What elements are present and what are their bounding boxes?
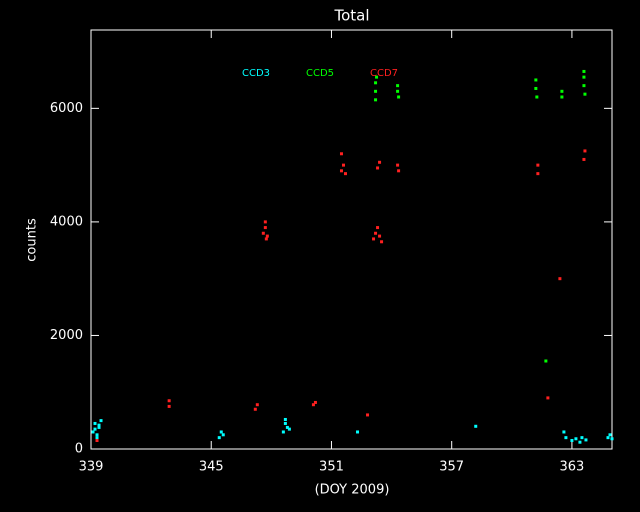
y-axis-label: counts [25,218,40,262]
data-point [582,75,586,79]
data-point [339,169,343,173]
x-tick-label: 363 [560,460,585,475]
data-point [283,421,287,425]
data-point [378,160,382,164]
data-point [261,231,265,235]
x-tick-label: 339 [79,460,104,475]
data-point [99,419,103,423]
data-point [396,84,400,88]
x-tick-label: 351 [319,460,344,475]
data-point [95,436,99,440]
data-point [93,427,97,431]
x-axis-label: (DOY 2009) [315,483,390,498]
data-point [167,399,171,403]
data-point [263,220,267,224]
data-point [536,163,540,167]
data-point [372,237,376,241]
legend-label: CCD5 [306,68,334,79]
data-point [343,172,347,176]
data-point [536,172,540,176]
data-point [544,359,548,363]
data-point [339,152,343,156]
data-point [546,396,550,400]
data-point [281,430,285,434]
data-point [311,403,315,407]
data-point [376,226,380,230]
y-tick-label: 4000 [50,214,83,229]
data-point [534,86,538,90]
data-point [606,436,610,440]
data-point [341,163,345,167]
data-point [564,436,568,440]
data-point [287,427,291,431]
data-point [560,89,564,93]
data-point [219,430,223,434]
data-point [285,425,289,429]
data-point [95,438,99,442]
data-point [380,240,384,244]
plot-frame [90,29,613,450]
data-point [378,234,382,238]
data-point [374,89,378,93]
data-point [396,163,400,167]
data-point [574,437,578,441]
data-point [583,149,587,153]
data-point [608,433,612,437]
data-point [584,438,588,442]
data-point [91,430,95,434]
data-point [217,436,221,440]
y-tick-label: 0 [75,442,83,457]
data-point [376,166,380,170]
data-point [578,440,582,444]
data-point [264,237,268,241]
data-point [560,95,564,99]
data-point [610,437,614,441]
data-point [535,95,539,99]
data-point [93,421,97,425]
data-point [265,234,269,238]
data-point [570,438,574,442]
y-tick-label: 6000 [50,101,83,116]
data-point [313,400,317,404]
legend-label: CCD3 [242,68,270,79]
data-point [283,417,287,421]
data-point [582,157,586,161]
data-point [356,430,360,434]
data-point [374,98,378,102]
legend-label: CCD7 [370,68,398,79]
x-tick-label: 357 [439,460,464,475]
data-point [253,407,257,411]
data-point [255,403,259,407]
x-tick-label: 345 [199,460,224,475]
data-point [221,433,225,437]
data-point [97,423,101,427]
data-point [397,95,401,99]
data-point [167,404,171,408]
data-point [374,231,378,235]
data-point [366,413,370,417]
data-point [558,277,562,281]
data-point [375,75,379,79]
data-point [582,84,586,88]
data-point [534,78,538,82]
data-point [583,92,587,96]
data-point [97,425,101,429]
data-point [474,424,478,428]
data-point [582,69,586,73]
data-point [263,226,267,230]
data-point [397,169,401,173]
data-point [562,430,566,434]
data-point [374,81,378,85]
y-tick-label: 2000 [50,328,83,343]
data-point [396,89,400,93]
chart-title: Total [333,7,369,25]
data-point [580,436,584,440]
data-point [95,433,99,437]
